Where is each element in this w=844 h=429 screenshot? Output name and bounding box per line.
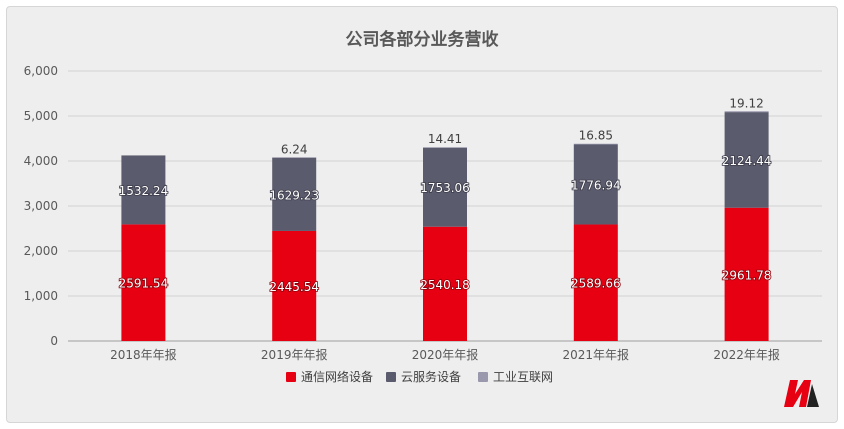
legend-label: 工业互联网 <box>493 370 553 384</box>
data-labels: 2591.54 1532.24 2445.54 1629.23 6.24 2540.18 1… <box>118 96 772 295</box>
bar-segment <box>724 112 769 208</box>
data-label: 16.85 <box>579 129 613 143</box>
y-tick-label: 2,000 <box>24 244 58 258</box>
x-tick-label: 2020年年报 <box>412 347 479 362</box>
legend-swatch <box>478 372 488 382</box>
brand-logo <box>784 380 819 407</box>
bar-segment <box>272 230 317 341</box>
bar-segment <box>423 147 467 227</box>
y-tick-label: 1,000 <box>24 289 58 303</box>
legend-label: 通信网络设备 <box>301 369 373 384</box>
data-label: 1753.06 <box>420 181 470 195</box>
legend-swatch <box>386 372 396 382</box>
bar-segment <box>272 157 317 231</box>
y-tick-label: 0 <box>50 334 58 348</box>
data-label: 1532.24 <box>119 184 169 198</box>
x-tick-label: 2022年年报 <box>713 347 780 362</box>
legend: 通信网络设备 云服务设备 工业互联网 <box>286 369 553 384</box>
y-tick-label: 4,000 <box>24 154 58 168</box>
bar-segment <box>121 224 166 341</box>
data-label: 2961.78 <box>722 268 772 282</box>
y-axis: 0 1,000 2,000 3,000 4,000 5,000 6,000 <box>24 64 58 348</box>
data-label: 2591.54 <box>119 277 169 291</box>
legend-label: 云服务设备 <box>401 369 461 384</box>
bar-segment <box>724 111 769 113</box>
data-label: 1629.23 <box>269 188 319 202</box>
data-label: 1776.94 <box>571 178 621 192</box>
bar-segment <box>724 207 769 341</box>
data-label: 2589.66 <box>571 277 621 291</box>
bars <box>121 111 769 341</box>
x-tick-label: 2018年年报 <box>110 347 177 362</box>
data-label: 14.41 <box>428 132 462 146</box>
bar-segment <box>121 155 166 225</box>
bar-segment <box>573 144 618 225</box>
data-label: 2445.54 <box>269 280 319 294</box>
x-axis: 2018年年报 2019年年报 2020年年报 2021年年报 2022年年报 <box>110 347 780 362</box>
data-label: 2540.18 <box>420 278 470 292</box>
y-tick-label: 5,000 <box>24 109 58 123</box>
y-tick-label: 3,000 <box>24 199 58 213</box>
bar-segment <box>423 226 467 341</box>
data-label: 2124.44 <box>722 154 772 168</box>
y-tick-label: 6,000 <box>24 64 58 78</box>
chart-title: 公司各部分业务营收 <box>346 29 499 50</box>
bar-segment <box>423 147 467 148</box>
x-tick-label: 2021年年报 <box>563 347 630 362</box>
data-label: 6.24 <box>281 142 308 156</box>
bar-segment <box>573 224 618 341</box>
legend-swatch <box>286 372 296 382</box>
bar-segment <box>573 143 618 145</box>
data-label: 19.12 <box>729 96 763 110</box>
x-tick-label: 2019年年报 <box>261 347 328 362</box>
